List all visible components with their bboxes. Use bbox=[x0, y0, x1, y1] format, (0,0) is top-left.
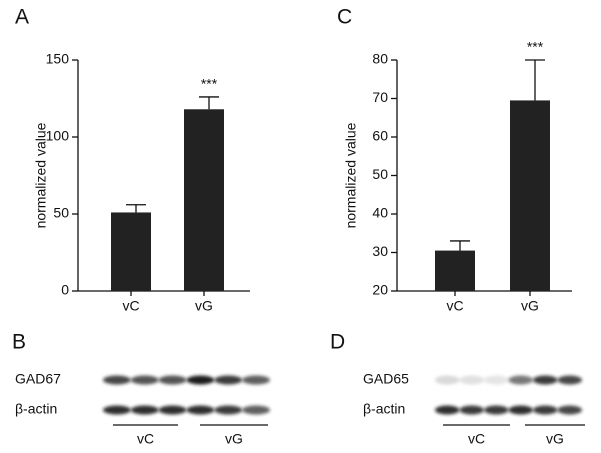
error-bar bbox=[525, 59, 545, 101]
significance-label: *** bbox=[527, 39, 544, 55]
bar bbox=[510, 100, 550, 291]
blot-band bbox=[508, 405, 533, 415]
y-tick-label: 40 bbox=[372, 205, 388, 221]
blot-band bbox=[557, 405, 582, 415]
bar bbox=[184, 109, 224, 291]
blot-band bbox=[484, 405, 509, 415]
y-axis-label: normalized value bbox=[343, 122, 359, 228]
group-label: vG bbox=[225, 431, 243, 447]
y-tick-label: 100 bbox=[46, 128, 70, 144]
blot-row-label: β-actin bbox=[15, 401, 57, 417]
y-tick-label: 150 bbox=[46, 51, 70, 67]
y-tick-label: 50 bbox=[372, 166, 388, 182]
y-tick-label: 80 bbox=[372, 51, 388, 67]
blot-row-label: GAD67 bbox=[15, 371, 61, 387]
panel-label: C bbox=[337, 6, 352, 29]
blot-band bbox=[484, 375, 509, 385]
blot-band bbox=[214, 405, 243, 415]
x-tick-label: vC bbox=[446, 298, 463, 314]
blot-band bbox=[242, 375, 270, 385]
blot-band bbox=[186, 375, 215, 385]
group-label: vC bbox=[137, 431, 154, 447]
blot-band bbox=[186, 405, 215, 415]
y-tick-label: 70 bbox=[372, 89, 388, 105]
bar bbox=[111, 212, 151, 291]
error-bar bbox=[199, 96, 219, 110]
y-tick-label: 20 bbox=[372, 282, 388, 298]
group-label: vC bbox=[468, 431, 485, 447]
blot-band bbox=[103, 375, 131, 385]
panel-label: A bbox=[15, 6, 29, 29]
group-label: vG bbox=[546, 431, 564, 447]
y-tick-label: 60 bbox=[372, 128, 388, 144]
error-bar bbox=[126, 204, 146, 213]
blot-band bbox=[158, 405, 187, 415]
x-tick-label: vC bbox=[122, 298, 139, 314]
blot-band bbox=[158, 375, 187, 385]
blot-band bbox=[459, 375, 484, 385]
blot-band bbox=[533, 375, 558, 385]
blot-band bbox=[435, 405, 460, 415]
blot-row-label: β-actin bbox=[363, 401, 405, 417]
y-tick-label: 0 bbox=[61, 282, 69, 298]
x-tick-label: vG bbox=[195, 298, 213, 314]
error-bar bbox=[450, 240, 470, 251]
blot-band bbox=[435, 375, 460, 385]
blot-band bbox=[130, 375, 159, 385]
x-tick-label: vG bbox=[521, 298, 539, 314]
blot-band bbox=[130, 405, 159, 415]
blot-band bbox=[242, 405, 270, 415]
significance-label: *** bbox=[201, 76, 218, 92]
blot-band bbox=[533, 405, 558, 415]
y-tick-label: 30 bbox=[372, 243, 388, 259]
y-axis-label: normalized value bbox=[33, 122, 49, 228]
blot-row-label: GAD65 bbox=[363, 371, 409, 387]
panel-label: B bbox=[12, 331, 26, 354]
blot-band bbox=[214, 375, 243, 385]
panel-label: D bbox=[330, 331, 345, 354]
blot-band bbox=[459, 405, 484, 415]
blot-band bbox=[508, 375, 533, 385]
y-tick-label: 50 bbox=[53, 205, 69, 221]
blot-band bbox=[557, 375, 582, 385]
blot-band bbox=[103, 405, 131, 415]
bar bbox=[435, 250, 475, 291]
